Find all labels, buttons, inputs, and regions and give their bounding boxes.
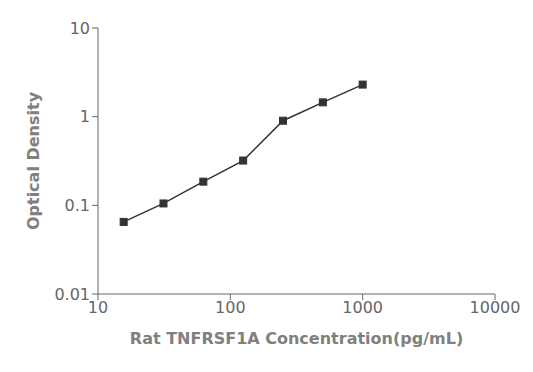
svg-text:10000: 10000 <box>470 298 521 317</box>
svg-text:0.01: 0.01 <box>54 285 90 304</box>
svg-text:Rat TNFRSF1A Concentration(pg/: Rat TNFRSF1A Concentration(pg/mL) <box>130 329 463 348</box>
svg-text:1000: 1000 <box>342 298 383 317</box>
svg-text:10: 10 <box>88 298 108 317</box>
svg-text:0.1: 0.1 <box>65 196 90 215</box>
svg-text:1: 1 <box>80 107 90 126</box>
svg-text:10: 10 <box>70 19 90 38</box>
svg-text:100: 100 <box>215 298 246 317</box>
svg-text:Optical Density: Optical Density <box>24 91 43 230</box>
